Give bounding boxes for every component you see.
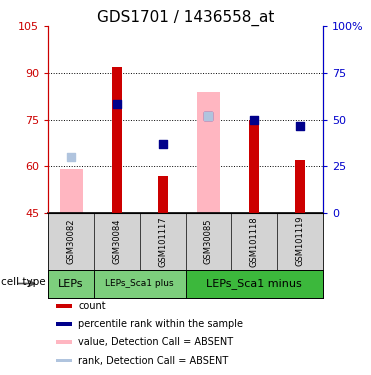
Text: GSM101118: GSM101118 <box>250 216 259 267</box>
Bar <box>48 270 94 297</box>
Text: value, Detection Call = ABSENT: value, Detection Call = ABSENT <box>78 337 234 347</box>
Text: GSM30082: GSM30082 <box>67 219 76 264</box>
Bar <box>112 67 122 213</box>
Bar <box>295 160 305 213</box>
Text: cell type: cell type <box>1 277 46 286</box>
Point <box>160 141 165 147</box>
Text: LEPs_Sca1 plus: LEPs_Sca1 plus <box>105 279 174 288</box>
Bar <box>186 270 323 297</box>
Text: count: count <box>78 301 106 311</box>
Bar <box>56 304 72 308</box>
Bar <box>56 358 72 362</box>
Text: GSM30084: GSM30084 <box>112 219 121 264</box>
Text: percentile rank within the sample: percentile rank within the sample <box>78 319 243 329</box>
Bar <box>94 270 186 297</box>
Point <box>251 117 257 123</box>
Bar <box>158 176 168 213</box>
Text: GSM101119: GSM101119 <box>295 216 304 267</box>
Text: LEPs: LEPs <box>58 279 84 288</box>
Text: GSM30085: GSM30085 <box>204 219 213 264</box>
Point <box>206 114 211 120</box>
Point <box>297 123 303 129</box>
Bar <box>60 170 82 213</box>
Point <box>206 114 211 120</box>
Point <box>68 154 74 160</box>
Bar <box>197 92 220 213</box>
Bar <box>56 340 72 344</box>
Point <box>114 101 120 107</box>
Bar <box>56 322 72 326</box>
Text: rank, Detection Call = ABSENT: rank, Detection Call = ABSENT <box>78 356 229 366</box>
Title: GDS1701 / 1436558_at: GDS1701 / 1436558_at <box>97 10 274 26</box>
Text: LEPs_Sca1 minus: LEPs_Sca1 minus <box>206 278 302 289</box>
Bar <box>249 120 259 213</box>
Text: GSM101117: GSM101117 <box>158 216 167 267</box>
